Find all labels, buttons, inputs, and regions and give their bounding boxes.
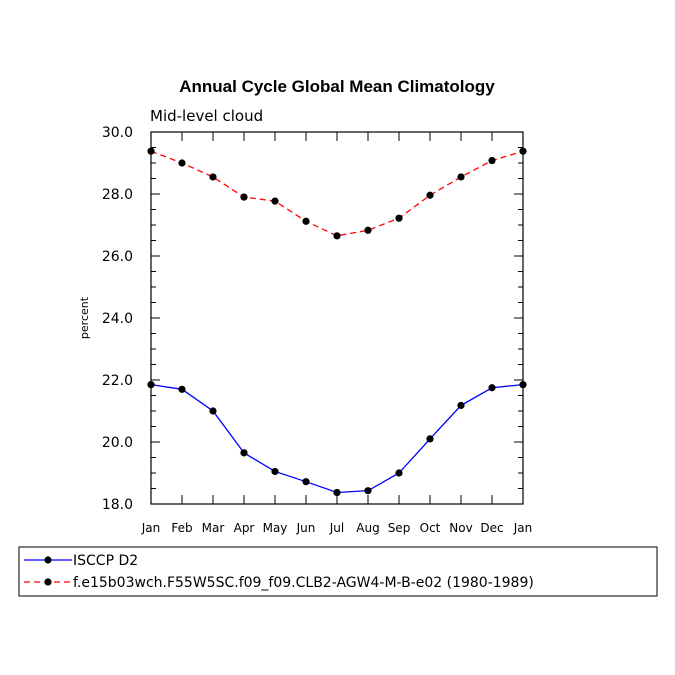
x-tick-label: Jul (329, 521, 344, 535)
legend: ISCCP D2 f.e15b03wch.F55W5SC.f09_f09.CLB2… (18, 546, 658, 597)
y-tick-label: 24.0 (102, 311, 133, 327)
x-tick-label: Jan (141, 521, 161, 535)
legend-box (18, 546, 658, 597)
data-point (240, 449, 248, 457)
data-point (519, 381, 527, 389)
x-tick-label: Oct (420, 521, 441, 535)
data-point (426, 191, 434, 199)
series-2 (147, 147, 527, 240)
data-point (333, 232, 341, 240)
x-tick-label: Jun (296, 521, 316, 535)
y-axis: 18.0 20.0 22.0 24.0 26.0 28.0 30.0 (102, 125, 523, 513)
y-tick-label: 28.0 (102, 187, 133, 203)
chart-subtitle: Mid-level cloud (150, 107, 263, 125)
chart-title: Annual Cycle Global Mean Climatology (179, 77, 495, 96)
x-tick-label: Apr (234, 521, 255, 535)
data-point (333, 488, 341, 497)
data-point (457, 401, 465, 410)
x-tick-label: Jan (513, 521, 533, 535)
data-point (147, 147, 155, 155)
y-tick-label: 30.0 (102, 125, 133, 141)
data-point (519, 147, 527, 155)
y-axis-label: percent (78, 296, 91, 339)
y-tick-label: 26.0 (102, 249, 133, 265)
data-point (271, 197, 279, 205)
x-tick-label: May (263, 521, 288, 535)
data-point (457, 173, 465, 181)
x-tick-label: Nov (449, 521, 472, 535)
x-tick-label: Aug (356, 521, 379, 535)
legend-label: ISCCP D2 (73, 553, 138, 569)
plot-border (150, 131, 524, 505)
data-point (364, 226, 372, 234)
y-tick-label: 22.0 (102, 373, 133, 389)
data-point (395, 469, 403, 477)
data-point (302, 217, 310, 225)
data-point (426, 435, 434, 443)
data-point (147, 381, 155, 389)
data-point (209, 407, 217, 415)
series-1 (147, 381, 527, 497)
series-line (150, 150, 524, 237)
data-point (302, 478, 310, 486)
plot-frame (150, 131, 524, 505)
data-point (395, 214, 403, 222)
data-point (488, 156, 496, 165)
series-layer (147, 147, 527, 497)
data-point (271, 467, 279, 476)
data-point (178, 385, 186, 393)
data-point (364, 487, 372, 495)
x-tick-label: Mar (202, 521, 225, 535)
x-tick-label: Dec (480, 521, 503, 535)
data-point (209, 173, 217, 181)
x-axis: Jan Feb Mar Apr May Jun Jul Aug Sep Oct Nov Dec Jan (141, 132, 533, 535)
y-tick-label: 18.0 (102, 497, 133, 513)
x-tick-label: Feb (171, 521, 192, 535)
legend-marker (44, 578, 52, 586)
x-tick-label: Sep (388, 521, 411, 535)
data-point (178, 159, 186, 167)
y-tick-label: 20.0 (102, 435, 133, 451)
legend-label: f.e15b03wch.F55W5SC.f09_f09.CLB2-AGW4-M-… (73, 575, 534, 591)
data-point (240, 193, 248, 201)
data-point (488, 384, 496, 392)
legend-marker (44, 556, 52, 564)
series-line (150, 384, 524, 494)
